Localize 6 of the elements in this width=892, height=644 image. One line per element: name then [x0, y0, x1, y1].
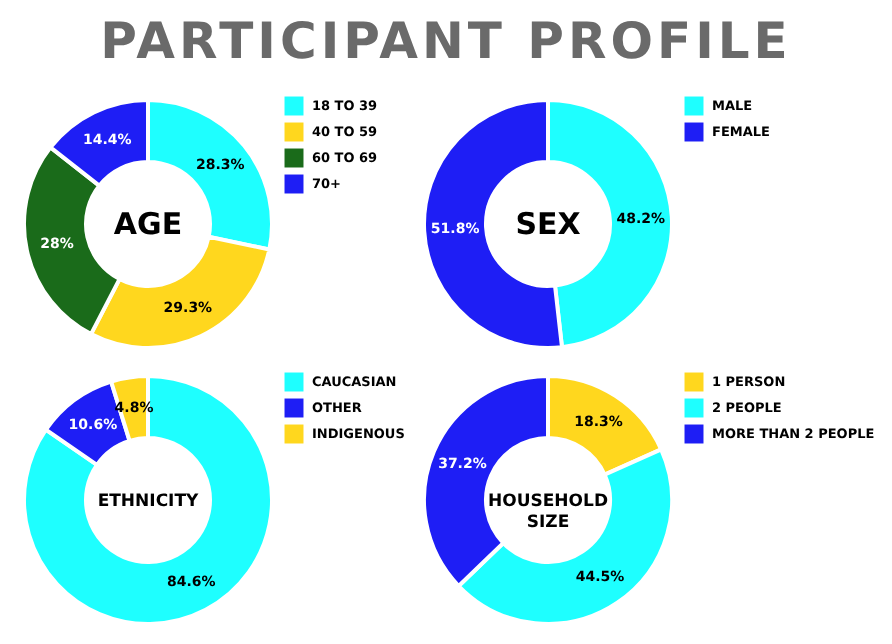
- text: AGE: [113, 206, 183, 242]
- text: HOUSEHOLD SIZE: [488, 492, 608, 533]
- text: PARTICIPANT PROFILE: [98, 12, 794, 70]
- donut-slice: [22, 374, 274, 626]
- text: ETHNICITY: [97, 492, 201, 512]
- text: SEX: [515, 206, 582, 242]
